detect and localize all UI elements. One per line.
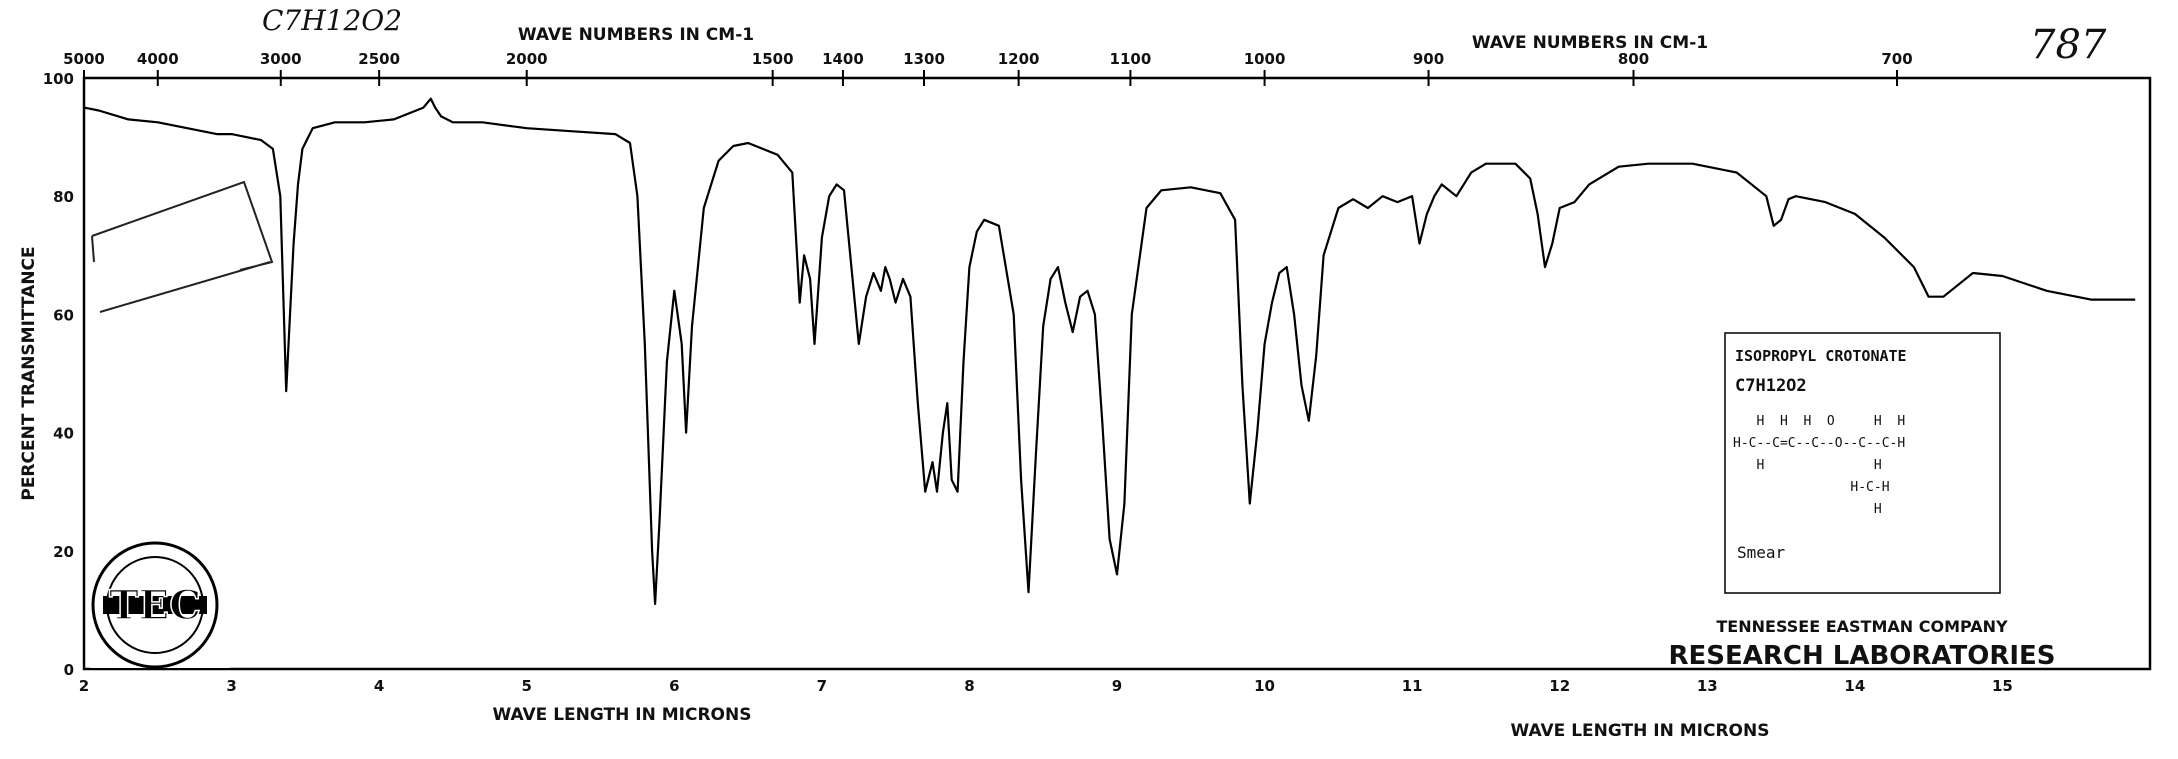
wavenumber-tick-label: 5000 [63,50,105,68]
handwritten-formula: C7H12O2 [262,4,402,37]
wavenumber-tick-label: 1500 [752,50,794,68]
wavenumber-tick-label: 4000 [137,50,179,68]
sample-state: Smear [1737,543,1786,562]
axis-titles: WAVE NUMBERS IN CM-1 WAVE NUMBERS IN CM-1… [19,25,1769,741]
wavenumber-tick-label: 800 [1618,50,1649,68]
structure-line: H-C--C=C--C--O--C--C-H [1733,436,1905,451]
y-tick-label: 60 [53,306,74,324]
x-tick-label: 14 [1844,677,1865,695]
wavenumber-tick-label: 3000 [260,50,302,68]
hand-drawn-mark [91,180,274,313]
x-tick-label: 7 [817,677,827,695]
wavenumber-tick-label: 2000 [506,50,548,68]
structure-line: H-C-H [1733,480,1890,495]
x-tick-label: 6 [669,677,679,695]
x-tick-label: 4 [374,677,384,695]
logo-band [103,596,207,614]
logo-letters: TEC [109,582,201,629]
x-tick-label: 15 [1992,677,2013,695]
x-tick-label: 5 [521,677,531,695]
structure-line: H H [1733,458,1882,473]
compound-formula: C7H12O2 [1735,376,1807,396]
spectrum-series [83,97,2136,606]
y-tick-label: 40 [53,425,74,443]
spectrum-line [83,97,2136,606]
y-tick-label: 20 [53,543,74,561]
wavenumber-tick-label: 700 [1881,50,1912,68]
x-tick-label: 8 [964,677,974,695]
laboratory-name: RESEARCH LABORATORIES [1668,641,2055,671]
wavenumber-tick-label: 900 [1413,50,1444,68]
x-tick-label: 11 [1402,677,1423,695]
wavenumber-tick-label: 1400 [822,50,864,68]
y-tick-label: 80 [53,188,74,206]
chart-annotations: C7H12O2 787 ISOPROPYL CROTONATE C7H12O2 H H… [90,4,2107,671]
x-tick-label: 12 [1549,677,1570,695]
axis-tick-labels: 5000 4000 3000 2500 2000 1500 1400 1300 1200 1100… [43,50,2013,695]
spectrum-number: 787 [2030,22,2107,68]
bottom-axis-title-left: WAVE LENGTH IN MICRONS [493,705,752,725]
wavenumber-tick-label: 1100 [1110,50,1152,68]
y-tick-label: 0 [64,661,74,679]
wavenumber-tick-label: 2500 [358,50,400,68]
x-tick-label: 13 [1697,677,1718,695]
wavenumber-tick-label: 1300 [903,50,945,68]
structure-line: H [1733,502,1882,517]
wavenumber-tick-label: 1200 [998,50,1040,68]
wavenumber-tick-label: 1000 [1244,50,1286,68]
x-tick-label: 9 [1112,677,1122,695]
compound-info-box [1724,332,2001,594]
top-axis-title-right: WAVE NUMBERS IN CM-1 [1472,33,1708,53]
y-axis-title: PERCENT TRANSMITTANCE [19,246,39,500]
bottom-axis-title-right: WAVE LENGTH IN MICRONS [1511,721,1770,741]
x-tick-label: 2 [79,677,89,695]
x-tick-label: 3 [226,677,236,695]
company-name: TENNESSEE EASTMAN COMPANY [1716,617,2008,636]
top-axis-title-left: WAVE NUMBERS IN CM-1 [518,25,754,45]
compound-name: ISOPROPYL CROTONATE [1735,347,1907,365]
x-tick-label: 10 [1254,677,1275,695]
structure-line: H H H O H H [1733,414,1905,429]
y-tick-label: 100 [43,70,74,88]
